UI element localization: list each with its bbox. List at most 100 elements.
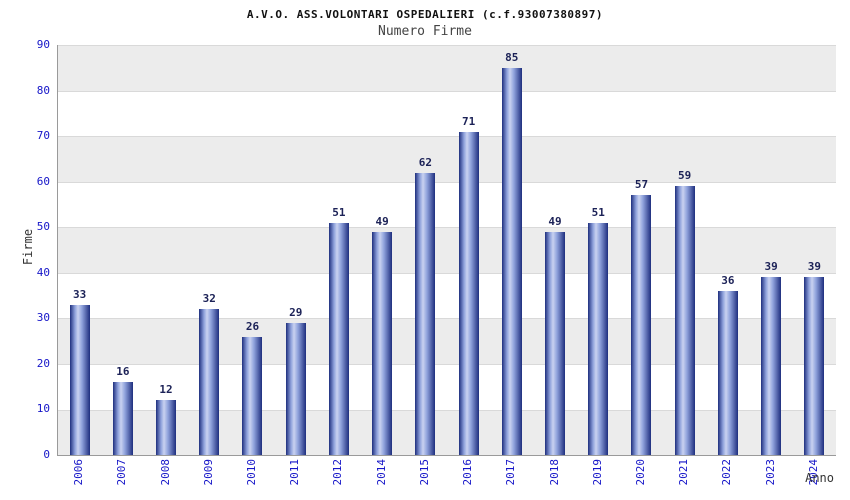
bar-2006 [69,304,90,455]
x-tick-label: 2006 [72,459,86,486]
bar-value-label: 36 [721,274,735,287]
bar-slot: 57 [620,45,663,455]
plot-area: 33 16 12 32 26 29 51 49 62 71 85 49 51 57 59 36 39 39 0 10… [37,38,836,461]
bar-slot: 49 [533,45,576,455]
grid-band [58,363,836,410]
x-tick-slot: 2022 [705,459,748,499]
x-tick-label: 2009 [201,459,215,486]
bar-2009 [199,309,220,455]
bar-value-label: 39 [807,260,821,274]
grid-band [58,45,836,91]
bar-value-label: 59 [678,169,692,183]
grid-band [58,227,836,273]
y-tick-label: 70 [36,129,50,143]
x-tick-slot: 2023 [749,459,792,499]
bar-slot: 26 [231,45,274,455]
x-tick-slot: 2009 [187,459,230,499]
bar-2010 [242,336,263,455]
bar-value-label: 85 [505,50,519,64]
bar-value-label: 26 [245,319,260,333]
bar-slot: 29 [274,45,317,455]
x-tick-label: 2017 [504,459,518,486]
chart-title: A.V.O. ASS.VOLONTARI OSPEDALIERI (c.f.93… [246,8,604,21]
x-tick-label: 2019 [590,459,604,486]
bar-value-label: 29 [289,305,303,319]
bar-slot: 51 [577,45,620,455]
y-axis-title: Firme [21,228,36,266]
bar-value-label: 33 [72,287,87,301]
chart-subtitle: Numero Firme [378,24,472,39]
grid-band [58,181,836,228]
bar-slot: 71 [447,45,490,455]
bar-value-label: 71 [461,114,476,128]
bar-2007 [112,382,133,455]
x-axis-title: Anno [805,471,834,485]
x-tick-label: 2015 [417,459,431,486]
x-tick-slot: 2016 [446,459,489,499]
x-tick-label: 2021 [677,459,691,486]
bar-2014 [372,231,393,455]
x-tick-slot: 2010 [230,459,273,499]
bar-2019 [588,222,609,455]
bar-slot: 39 [793,45,836,455]
bar-slot: 33 [58,45,101,455]
y-tick-label: 0 [43,448,50,461]
bar-slot: 49 [361,45,404,455]
x-tick-slot: 2006 [57,459,100,499]
bar-value-label: 49 [548,214,562,228]
bar-value-label: 12 [159,383,173,397]
x-tick-label: 2023 [763,459,777,486]
x-tick-label: 2012 [331,459,345,486]
grid-band [58,318,836,364]
bar-slot: 85 [490,45,533,455]
bar-2024 [804,277,825,455]
bar-slot: 51 [317,45,360,455]
bar-2023 [761,277,782,455]
bar-2008 [156,400,177,455]
bar-slot: 39 [750,45,793,455]
x-tick-slot: 2018 [532,459,575,499]
bar-value-label: 16 [116,365,130,379]
grid-band [58,409,836,456]
bar-slot: 36 [706,45,749,455]
bar-slot: 12 [144,45,187,455]
x-tick-slot: 2020 [619,459,662,499]
x-tick-labels: 2006 2007 2008 2009 2010 2011 2012 2014 2015 2016… [57,459,835,499]
x-tick-slot: 2008 [143,459,186,499]
x-tick-slot: 2011 [273,459,316,499]
x-tick-slot: 2019 [576,459,619,499]
x-tick-label: 2008 [158,459,172,486]
bar-2015 [415,172,436,455]
bar-2012 [328,222,349,455]
y-tick-label: 50 [36,220,50,234]
bar-value-label: 49 [375,214,389,228]
bars-layer: 33 16 12 32 26 29 51 49 62 71 85 49 51 57 59 36 39 39 [58,45,836,455]
x-tick-label: 2007 [115,459,129,486]
bar-slot: 16 [101,45,144,455]
y-tick-label: 20 [36,356,50,370]
x-tick-label: 2022 [720,459,734,486]
x-tick-slot: 2012 [316,459,359,499]
grid-band [58,90,836,137]
bar-2018 [545,231,566,455]
bar-2020 [631,195,652,455]
bar-slot: 62 [404,45,447,455]
bar-slot: 59 [663,45,706,455]
x-tick-slot: 2014 [360,459,403,499]
bar-value-label: 62 [418,155,432,169]
y-tick-label: 30 [36,311,50,325]
grid-band [58,272,836,319]
grid-band [58,136,836,182]
x-tick-slot: 2007 [100,459,143,499]
x-tick-label: 2016 [461,459,475,486]
y-tick-label: 80 [36,83,50,97]
bar-slot: 32 [188,45,231,455]
bar-value-label: 57 [634,178,649,192]
x-tick-slot: 2021 [662,459,705,499]
x-tick-slot: 2017 [489,459,532,499]
grid-bands [58,45,836,456]
bar-2017 [501,67,522,455]
x-tick-label: 2020 [633,459,647,486]
y-tick-label: 90 [36,38,50,51]
